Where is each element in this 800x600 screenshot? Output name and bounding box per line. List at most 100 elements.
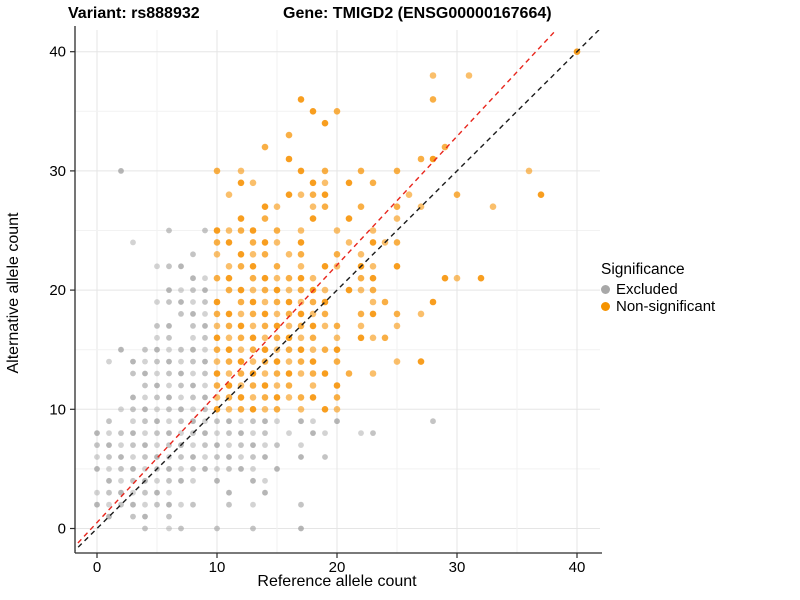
y-tick-label: 30: [49, 163, 66, 180]
data-point: [154, 358, 160, 365]
legend: Significance Excluded Non-significant: [601, 261, 715, 316]
data-point: [309, 370, 317, 377]
data-point: [273, 382, 281, 389]
data-point: [237, 263, 245, 270]
data-point: [297, 370, 305, 377]
data-point: [190, 358, 196, 365]
data-point: [249, 286, 257, 294]
data-point: [226, 418, 232, 425]
data-point: [309, 358, 317, 365]
data-point: [261, 274, 269, 282]
data-point: [213, 274, 221, 282]
data-point: [142, 358, 148, 365]
data-point: [297, 251, 305, 258]
data-point: [142, 382, 148, 389]
data-point: [237, 394, 245, 401]
data-point: [273, 263, 281, 270]
data-point: [333, 227, 341, 234]
data-point: [213, 394, 221, 401]
data-point: [178, 454, 184, 460]
x-tick-label: 20: [329, 559, 346, 576]
data-point: [273, 406, 281, 413]
data-point: [273, 203, 281, 210]
data-point: [238, 466, 244, 472]
data-point: [261, 239, 269, 246]
data-point: [250, 525, 256, 532]
data-point: [369, 370, 377, 377]
data-point: [393, 310, 401, 318]
data-point: [333, 263, 341, 270]
data-point: [142, 454, 148, 460]
data-point: [249, 322, 257, 330]
data-point: [190, 275, 196, 282]
data-point: [250, 442, 256, 448]
data-point: [309, 334, 317, 342]
data-point: [285, 358, 293, 365]
data-point: [106, 430, 112, 436]
data-point: [250, 454, 256, 460]
data-point: [285, 274, 293, 282]
data-point: [237, 406, 245, 413]
data-point: [285, 394, 293, 401]
data-point: [225, 227, 233, 234]
data-point: [154, 418, 160, 425]
data-point: [441, 143, 449, 151]
data-point: [94, 454, 100, 460]
data-point: [369, 298, 377, 306]
data-point: [94, 489, 100, 496]
data-point: [166, 227, 172, 234]
gene-title: Gene: TMIGD2 (ENSG00000167664): [283, 5, 552, 22]
x-tick-label: 0: [93, 559, 101, 576]
data-point: [166, 477, 172, 484]
data-point: [357, 334, 365, 342]
data-point: [357, 203, 365, 210]
data-point: [298, 418, 304, 425]
data-point: [393, 203, 401, 210]
data-point: [214, 466, 220, 472]
data-point: [309, 108, 317, 115]
data-point: [213, 382, 221, 389]
data-point: [190, 406, 196, 413]
data-point: [202, 394, 208, 401]
data-point: [298, 442, 304, 448]
data-point: [226, 430, 232, 436]
data-point: [202, 382, 208, 389]
data-point: [190, 382, 196, 389]
y-tick-label: 40: [49, 44, 66, 61]
data-point: [297, 394, 305, 401]
data-point: [285, 310, 293, 318]
data-point: [249, 382, 257, 389]
data-point: [261, 406, 269, 413]
data-point: [333, 394, 341, 401]
data-point: [285, 131, 293, 139]
data-point: [333, 251, 341, 258]
data-point: [429, 96, 437, 103]
data-point: [310, 430, 316, 436]
variant-title: Variant: rs888932: [68, 5, 200, 22]
data-point: [237, 370, 245, 377]
data-point: [250, 501, 256, 508]
data-point: [405, 191, 413, 198]
data-point: [429, 298, 437, 306]
data-point: [273, 334, 281, 342]
data-point: [297, 334, 305, 342]
data-point: [154, 382, 160, 389]
data-point: [130, 358, 136, 365]
data-point: [202, 430, 208, 436]
data-point: [237, 167, 245, 175]
data-point: [333, 346, 341, 354]
data-point: [190, 501, 196, 508]
data-point: [130, 454, 136, 460]
data-point: [393, 239, 401, 246]
data-point: [118, 489, 124, 496]
data-point: [130, 239, 136, 246]
data-point: [213, 358, 221, 365]
data-point: [298, 501, 304, 508]
data-point: [225, 191, 233, 198]
data-point: [142, 525, 148, 532]
data-point: [261, 382, 269, 389]
data-point: [214, 418, 220, 425]
data-point: [225, 370, 233, 377]
data-point: [250, 477, 256, 484]
data-point: [214, 477, 220, 484]
